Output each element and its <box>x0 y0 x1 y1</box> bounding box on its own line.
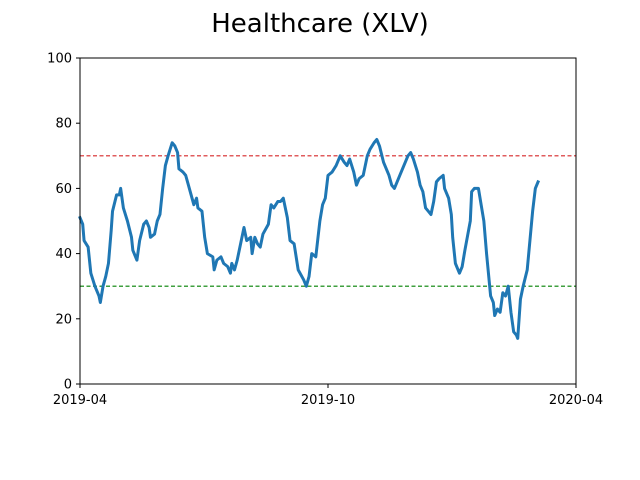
y-tick-label: 80 <box>55 117 72 132</box>
y-tick-label: 0 <box>64 378 72 393</box>
series-line-0 <box>78 138 541 340</box>
chart-title: Healthcare (XLV) <box>211 9 429 39</box>
y-tick-label: 20 <box>55 312 72 327</box>
y-tick-label: 40 <box>55 247 72 262</box>
plot-area: 0 20 40 60 80 100 2019-04 2019-10 2020-04 <box>47 52 603 409</box>
x-tick-label: 2019-10 <box>301 393 355 408</box>
y-tick-label: 60 <box>55 182 72 197</box>
x-tick-label: 2020-04 <box>549 393 603 408</box>
x-tick-label: 2019-04 <box>53 393 107 408</box>
y-tick-label: 100 <box>47 52 72 67</box>
